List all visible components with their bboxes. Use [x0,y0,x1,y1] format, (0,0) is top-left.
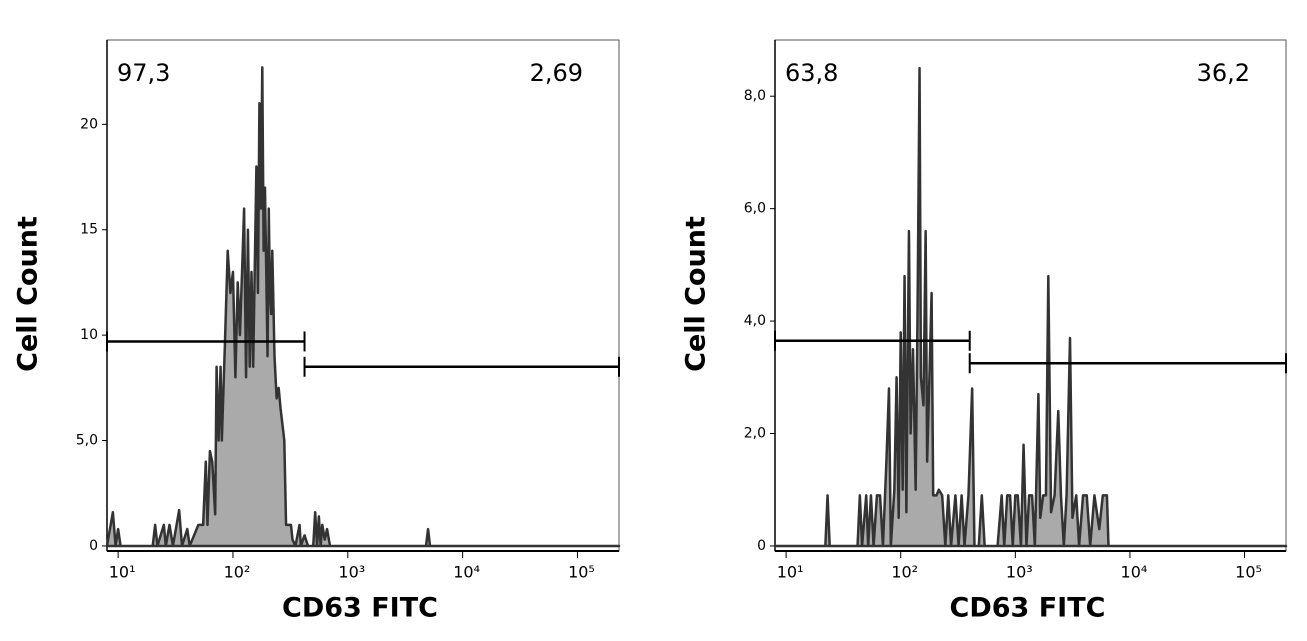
y-tick-label: 2,0 [744,426,766,442]
x-tick-label: 10⁵ [568,563,595,582]
gate-label: 97,3 [117,59,170,87]
plot-frame [106,39,620,552]
y-tick-label: 5,0 [76,433,98,449]
x-tick-label: 10³ [1006,563,1033,582]
histogram [773,66,1288,548]
y-tick-label: 8,0 [744,88,766,104]
gate-label: 36,2 [1197,59,1250,87]
gate-label: 2,69 [530,59,583,87]
y-axis-title: Cell Count [681,216,712,372]
y-tick-label: 4,0 [744,313,766,329]
x-tick-label: 10² [891,563,918,582]
x-axis-title: CD63 FITC [282,593,438,624]
x-tick-label: 10⁴ [453,563,480,582]
x-tick-label: 10⁴ [1121,563,1148,582]
plot-frame [774,39,1287,552]
y-tick-label: 10 [80,327,98,343]
gate-label: 63,8 [785,59,838,87]
x-tick-label: 10¹ [777,563,804,582]
x-tick-label: 10⁵ [1235,563,1262,582]
x-tick-label: 10³ [338,563,365,582]
y-tick-label: 6,0 [744,201,766,217]
x-axis-title: CD63 FITC [950,593,1106,624]
y-axis-title: Cell Count [13,216,44,372]
y-tick-label: 0 [89,538,98,554]
x-tick-label: 10² [224,563,251,582]
histogram [105,66,621,548]
x-tick-label: 10¹ [109,563,136,582]
y-tick-label: 20 [80,116,98,132]
y-tick-label: 15 [80,222,98,238]
y-tick-label: 0 [757,538,766,554]
